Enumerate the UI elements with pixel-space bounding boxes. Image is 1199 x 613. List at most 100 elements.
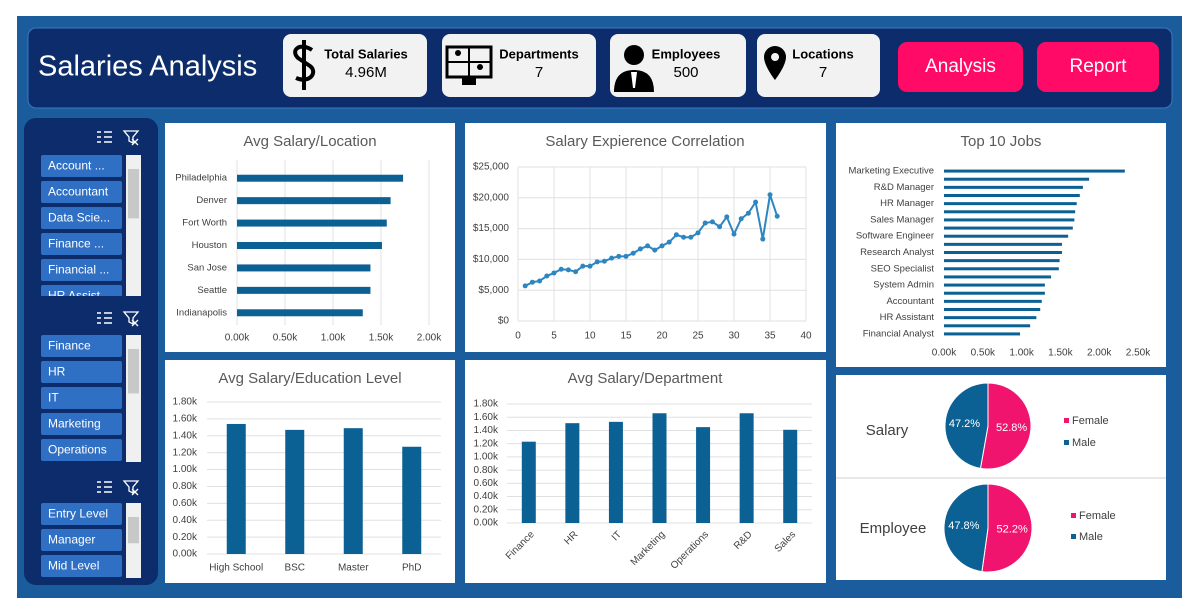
chart-panel	[465, 123, 826, 352]
clear-filter-icon[interactable]	[122, 311, 140, 327]
point	[760, 236, 766, 242]
point	[616, 253, 622, 259]
kpi-value: 7	[819, 64, 827, 81]
x-tick-label: Master	[338, 563, 369, 574]
x-tick-label: PhD	[402, 563, 421, 574]
y-tick-label: Financial Analyst	[863, 328, 935, 339]
y-tick-label: 0.00k	[474, 518, 499, 529]
slicer-item-label[interactable]: Account ...	[48, 159, 105, 173]
y-tick-label: Marketing Executive	[848, 166, 934, 177]
slicer-item-label[interactable]: Manager	[48, 533, 95, 547]
scrollbar-thumb[interactable]	[128, 517, 139, 544]
clear-filter-icon[interactable]	[122, 130, 140, 146]
select-icon[interactable]	[97, 481, 112, 493]
employee-icon	[614, 45, 654, 92]
y-tick-label: $25,000	[473, 162, 510, 173]
slicer-item[interactable]	[41, 413, 122, 435]
slicer-item-label[interactable]: HR	[48, 365, 66, 379]
value-label: 47.2%	[949, 418, 980, 430]
point	[529, 279, 535, 285]
slicer-item[interactable]	[41, 335, 122, 357]
kpi-label: Locations	[792, 46, 853, 61]
slicer-item-label[interactable]: Accountant	[48, 185, 109, 199]
y-tick-label: 0.60k	[474, 478, 499, 489]
point	[645, 243, 651, 249]
slicer-item[interactable]	[41, 285, 122, 307]
pie-slice	[943, 483, 989, 573]
bar	[652, 413, 667, 523]
y-tick-label: HR Assistant	[880, 312, 935, 323]
slicer-item[interactable]	[41, 503, 122, 525]
point	[681, 234, 687, 240]
y-tick-label: 0.40k	[173, 515, 198, 526]
legend-swatch	[1064, 440, 1069, 445]
y-tick-label: 1.40k	[474, 425, 499, 436]
slicer-item[interactable]	[41, 529, 122, 551]
slicer-item-label[interactable]: Financial ...	[48, 263, 109, 277]
slicer-item-label[interactable]: Mid Level	[48, 559, 99, 573]
bar	[944, 316, 1037, 320]
slicer-item[interactable]	[41, 155, 122, 177]
select-icon[interactable]	[97, 131, 112, 143]
chart-title: Employee	[860, 520, 927, 537]
scrollbar-thumb[interactable]	[128, 169, 139, 219]
chart-title: Salary Expierence Correlation	[545, 133, 744, 150]
y-tick-label: 1.40k	[173, 430, 198, 441]
y-tick-label: SEO Specialist	[871, 263, 935, 274]
slicer-item[interactable]	[41, 259, 122, 281]
point	[673, 232, 679, 238]
slicer-item-label[interactable]: Marketing	[48, 417, 101, 431]
slicer-item[interactable]	[41, 555, 122, 577]
bar	[402, 446, 422, 554]
x-tick-label: 5	[551, 331, 557, 342]
y-tick-label: San Jose	[187, 262, 227, 273]
x-tick-label: 0.50k	[273, 333, 298, 344]
y-tick-label: Software Engineer	[856, 231, 934, 242]
slicer-item-label[interactable]: Finance ...	[48, 237, 104, 251]
button[interactable]	[898, 42, 1023, 92]
pie-slice	[981, 483, 1033, 573]
y-tick-label: $20,000	[473, 192, 510, 203]
bar	[521, 441, 536, 523]
select-icon[interactable]	[97, 312, 112, 324]
slicer-item[interactable]	[41, 387, 122, 409]
slicer-list: Entry Level Manager Mid Level	[41, 503, 122, 577]
button-label[interactable]: Report	[1069, 56, 1127, 77]
slicer-item-label[interactable]: IT	[48, 391, 59, 405]
kpi-label: Employees	[652, 46, 721, 61]
y-tick-label: $10,000	[473, 254, 510, 265]
slicer-item-label[interactable]: HR Assist...	[48, 289, 110, 303]
clear-filter-icon[interactable]	[122, 480, 140, 496]
x-tick-label: High School	[209, 563, 263, 574]
department-icon	[445, 45, 493, 85]
slicer-item-label[interactable]: Operations	[48, 443, 107, 457]
x-tick-label: 10	[584, 331, 596, 342]
slicer-item[interactable]	[41, 181, 122, 203]
bar	[944, 218, 1075, 222]
value-label: 52.2%	[997, 524, 1028, 536]
point	[688, 234, 694, 240]
point	[537, 278, 543, 284]
chart-title: Avg Salary/Location	[243, 133, 376, 150]
slicer-list: Finance HR IT Marketing Operations	[41, 335, 122, 461]
scrollbar-thumb[interactable]	[128, 349, 139, 394]
slicer-item[interactable]	[41, 233, 122, 255]
chart-title: Salary	[866, 422, 909, 439]
bar	[944, 332, 1021, 336]
slicer-item[interactable]	[41, 207, 122, 229]
bar	[739, 413, 754, 523]
y-tick-label: Research Analyst	[860, 247, 934, 258]
slicer-item-label[interactable]: Entry Level	[48, 507, 108, 521]
slicer-item-label[interactable]: Data Scie...	[48, 211, 110, 225]
bar	[565, 423, 580, 523]
slicer-item[interactable]	[41, 439, 122, 461]
slicer-item-label[interactable]: Finance	[48, 339, 91, 353]
value-label: 52.8%	[996, 422, 1027, 434]
x-tick-label: 15	[620, 331, 632, 342]
button-label[interactable]: Analysis	[925, 56, 996, 77]
y-tick-label: Denver	[196, 195, 227, 206]
y-tick-label: 0.60k	[173, 498, 198, 509]
slicer-item[interactable]	[41, 361, 122, 383]
y-tick-label: 1.00k	[474, 452, 499, 463]
button[interactable]	[1037, 42, 1159, 92]
